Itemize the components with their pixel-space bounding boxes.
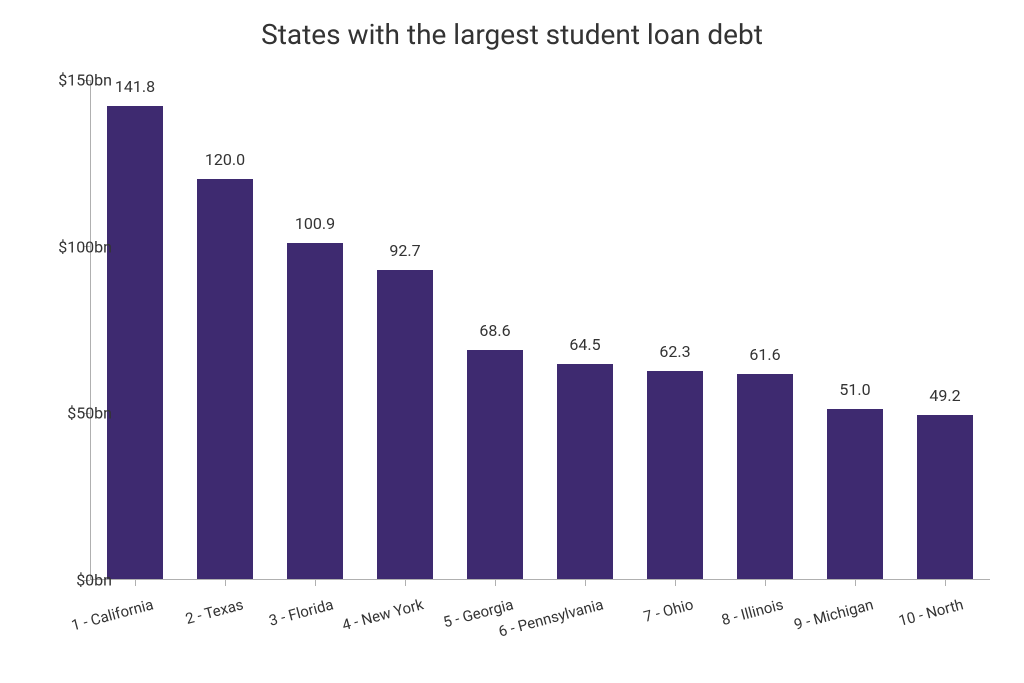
x-tick-mark <box>585 580 586 586</box>
y-tick-label: $100bn <box>32 237 112 256</box>
x-tick-mark <box>495 580 496 586</box>
x-tick-mark <box>945 580 946 586</box>
bar-value-label: 120.0 <box>180 150 270 169</box>
x-tick-label: 6 - Pennsylvania <box>497 595 606 640</box>
bar-value-label: 49.2 <box>900 386 990 405</box>
bar-value-label: 68.6 <box>450 321 540 340</box>
y-tick-label: $0bn <box>32 571 112 590</box>
y-tick-label: $50bn <box>32 404 112 423</box>
bar-value-label: 64.5 <box>540 335 630 354</box>
chart-container: States with the largest student loan deb… <box>0 0 1024 683</box>
bar-value-label: 92.7 <box>360 241 450 260</box>
y-axis-line <box>90 80 91 580</box>
bar <box>377 270 433 579</box>
x-tick-label: 3 - Florida <box>267 595 335 629</box>
x-tick-mark <box>315 580 316 586</box>
x-tick-label: 9 - Michigan <box>792 595 875 633</box>
x-tick-label: 8 - Illinois <box>720 595 786 629</box>
bar <box>737 374 793 579</box>
bar <box>917 415 973 579</box>
x-tick-label: 1 - California <box>69 595 155 634</box>
bar <box>827 409 883 579</box>
x-tick-mark <box>225 580 226 586</box>
x-tick-mark <box>855 580 856 586</box>
chart-title: States with the largest student loan deb… <box>0 18 1024 51</box>
x-tick-mark <box>405 580 406 586</box>
x-tick-label: 10 - North <box>897 595 966 630</box>
y-tick-label: $150bn <box>32 71 112 90</box>
x-tick-mark <box>765 580 766 586</box>
plot-area: 141.81 - California120.02 - Texas100.93 … <box>90 80 990 580</box>
bar-value-label: 100.9 <box>270 214 360 233</box>
x-tick-mark <box>675 580 676 586</box>
x-tick-mark <box>135 580 136 586</box>
bar-value-label: 62.3 <box>630 342 720 361</box>
bar <box>467 350 523 579</box>
bar <box>197 179 253 579</box>
bar <box>557 364 613 579</box>
bar-value-label: 51.0 <box>810 380 900 399</box>
bar <box>647 371 703 579</box>
bar-value-label: 61.6 <box>720 345 810 364</box>
x-tick-label: 7 - Ohio <box>642 595 696 626</box>
bar <box>107 106 163 579</box>
bar <box>287 243 343 579</box>
x-tick-label: 4 - New York <box>340 595 425 634</box>
x-tick-label: 2 - Texas <box>183 595 245 628</box>
